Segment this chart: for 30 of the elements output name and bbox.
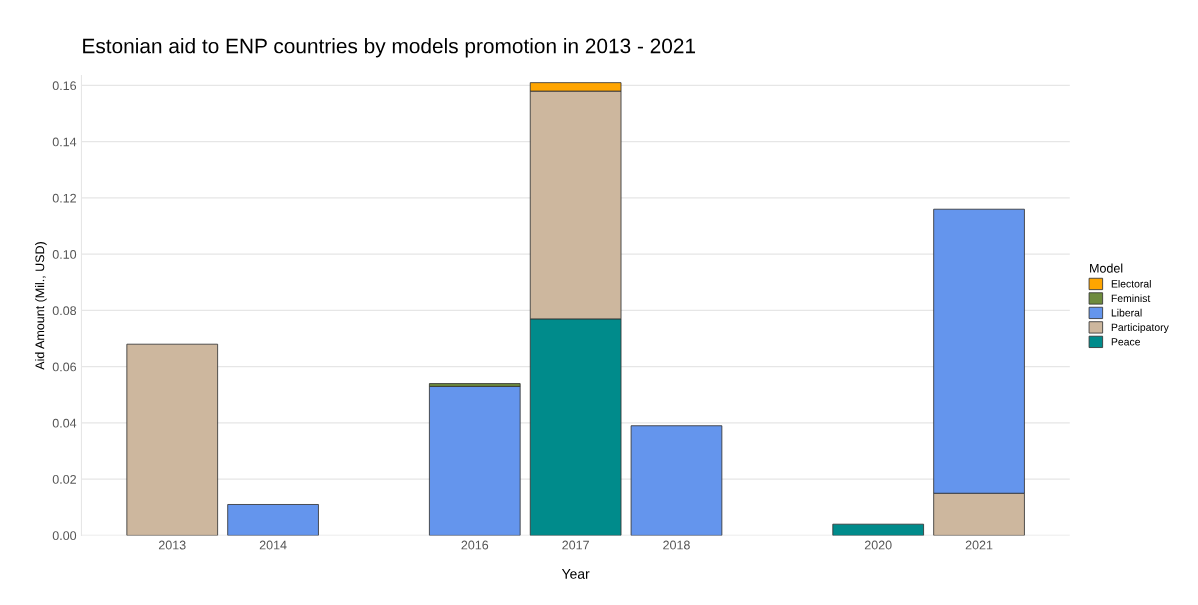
- y-tick-label: 0.10: [52, 250, 77, 259]
- y-tick-label: 0.08: [52, 306, 77, 316]
- y-axis-title: Aid Amount (Mil., USD): [35, 242, 47, 370]
- chart-title: Estonian aid to ENP countries by models promotion in 2013 - 2021: [83, 38, 696, 58]
- y-tick-label: 0.04: [52, 418, 77, 428]
- bar: [428, 385, 521, 536]
- x-tick-label: 2020: [864, 540, 892, 550]
- bar: [832, 523, 924, 536]
- legend-label: Feminist: [1111, 294, 1151, 303]
- y-tick-label: 0.06: [52, 362, 77, 372]
- x-tick-label: 2016: [461, 540, 489, 550]
- x-tick-label: 2017: [562, 540, 589, 550]
- x-tick-label: 2021: [965, 540, 993, 550]
- legend-label: Liberal: [1111, 308, 1142, 317]
- legend-label: Electoral: [1111, 279, 1151, 288]
- y-tick-label: 0.00: [52, 531, 77, 541]
- y-tick-label: 0.02: [52, 474, 76, 484]
- y-tick-label: 0.16: [52, 81, 77, 91]
- legend-title: Model: [1090, 263, 1123, 273]
- y-tick-label: 0.12: [52, 193, 76, 203]
- bar: [227, 504, 319, 536]
- x-axis-title: Year: [561, 569, 590, 579]
- legend-label: Peace: [1111, 338, 1141, 346]
- y-tick-label: 0.14: [52, 137, 77, 147]
- bar: [630, 425, 723, 536]
- x-tick-label: 2013: [158, 540, 186, 550]
- bar: [126, 343, 219, 536]
- x-tick-label: 2018: [663, 540, 690, 550]
- legend-label: Participatory: [1111, 323, 1169, 334]
- x-tick-label: 2014: [259, 540, 287, 550]
